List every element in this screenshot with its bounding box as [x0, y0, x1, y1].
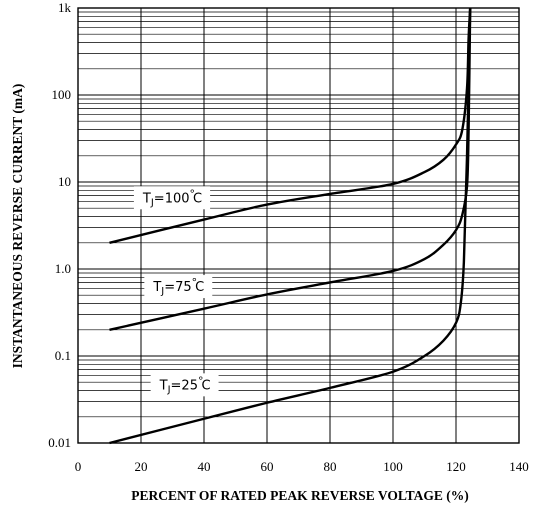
x-axis-title: PERCENT OF RATED PEAK REVERSE VOLTAGE (%… [131, 488, 469, 503]
x-tick-label: 0 [75, 459, 82, 474]
x-tick-label: 140 [509, 459, 529, 474]
y-tick-labels: 0.01 0.1 1.0 10 100 1k [48, 0, 71, 450]
y-tick-label: 10 [58, 174, 71, 189]
series-layer [109, 7, 472, 445]
x-tick-labels: 0 20 40 60 80 100 120 140 [75, 459, 529, 474]
grid [77, 8, 520, 444]
plot-frame [77, 7, 520, 444]
curve-label-bg [144, 275, 213, 299]
y-tick-label: 0.01 [48, 435, 71, 450]
series-line-1 [109, 7, 472, 244]
curve-label-text: TJ=75°C [152, 276, 204, 297]
y-axis-title: INSTANTANEOUS REVERSE CURRENT (mA) [10, 84, 25, 369]
curve-label-bg [150, 373, 219, 397]
curve-label-text: TJ=25°C [159, 374, 211, 395]
y-tick-label: 1k [58, 0, 72, 15]
curve-label-2: TJ=75°C [144, 275, 213, 299]
curve-label-text: TJ=100°C [142, 187, 202, 208]
curve-labels: TJ=100°C TJ=75°C TJ=25°C [133, 186, 219, 397]
series-line-3 [109, 7, 472, 445]
x-tick-label: 100 [383, 459, 403, 474]
curve-label-bg [133, 186, 211, 210]
curve-label-3: TJ=25°C [150, 373, 219, 397]
x-tick-label: 60 [261, 459, 274, 474]
x-tick-label: 40 [198, 459, 211, 474]
curve-label-1: TJ=100°C [133, 186, 211, 210]
y-tick-label: 100 [52, 87, 72, 102]
series-line-2 [109, 7, 472, 331]
y-tick-label: 0.1 [55, 348, 71, 363]
x-tick-label: 120 [446, 459, 466, 474]
y-tick-label: 1.0 [55, 261, 71, 276]
x-tick-label: 20 [135, 459, 148, 474]
x-tick-label: 80 [324, 459, 337, 474]
